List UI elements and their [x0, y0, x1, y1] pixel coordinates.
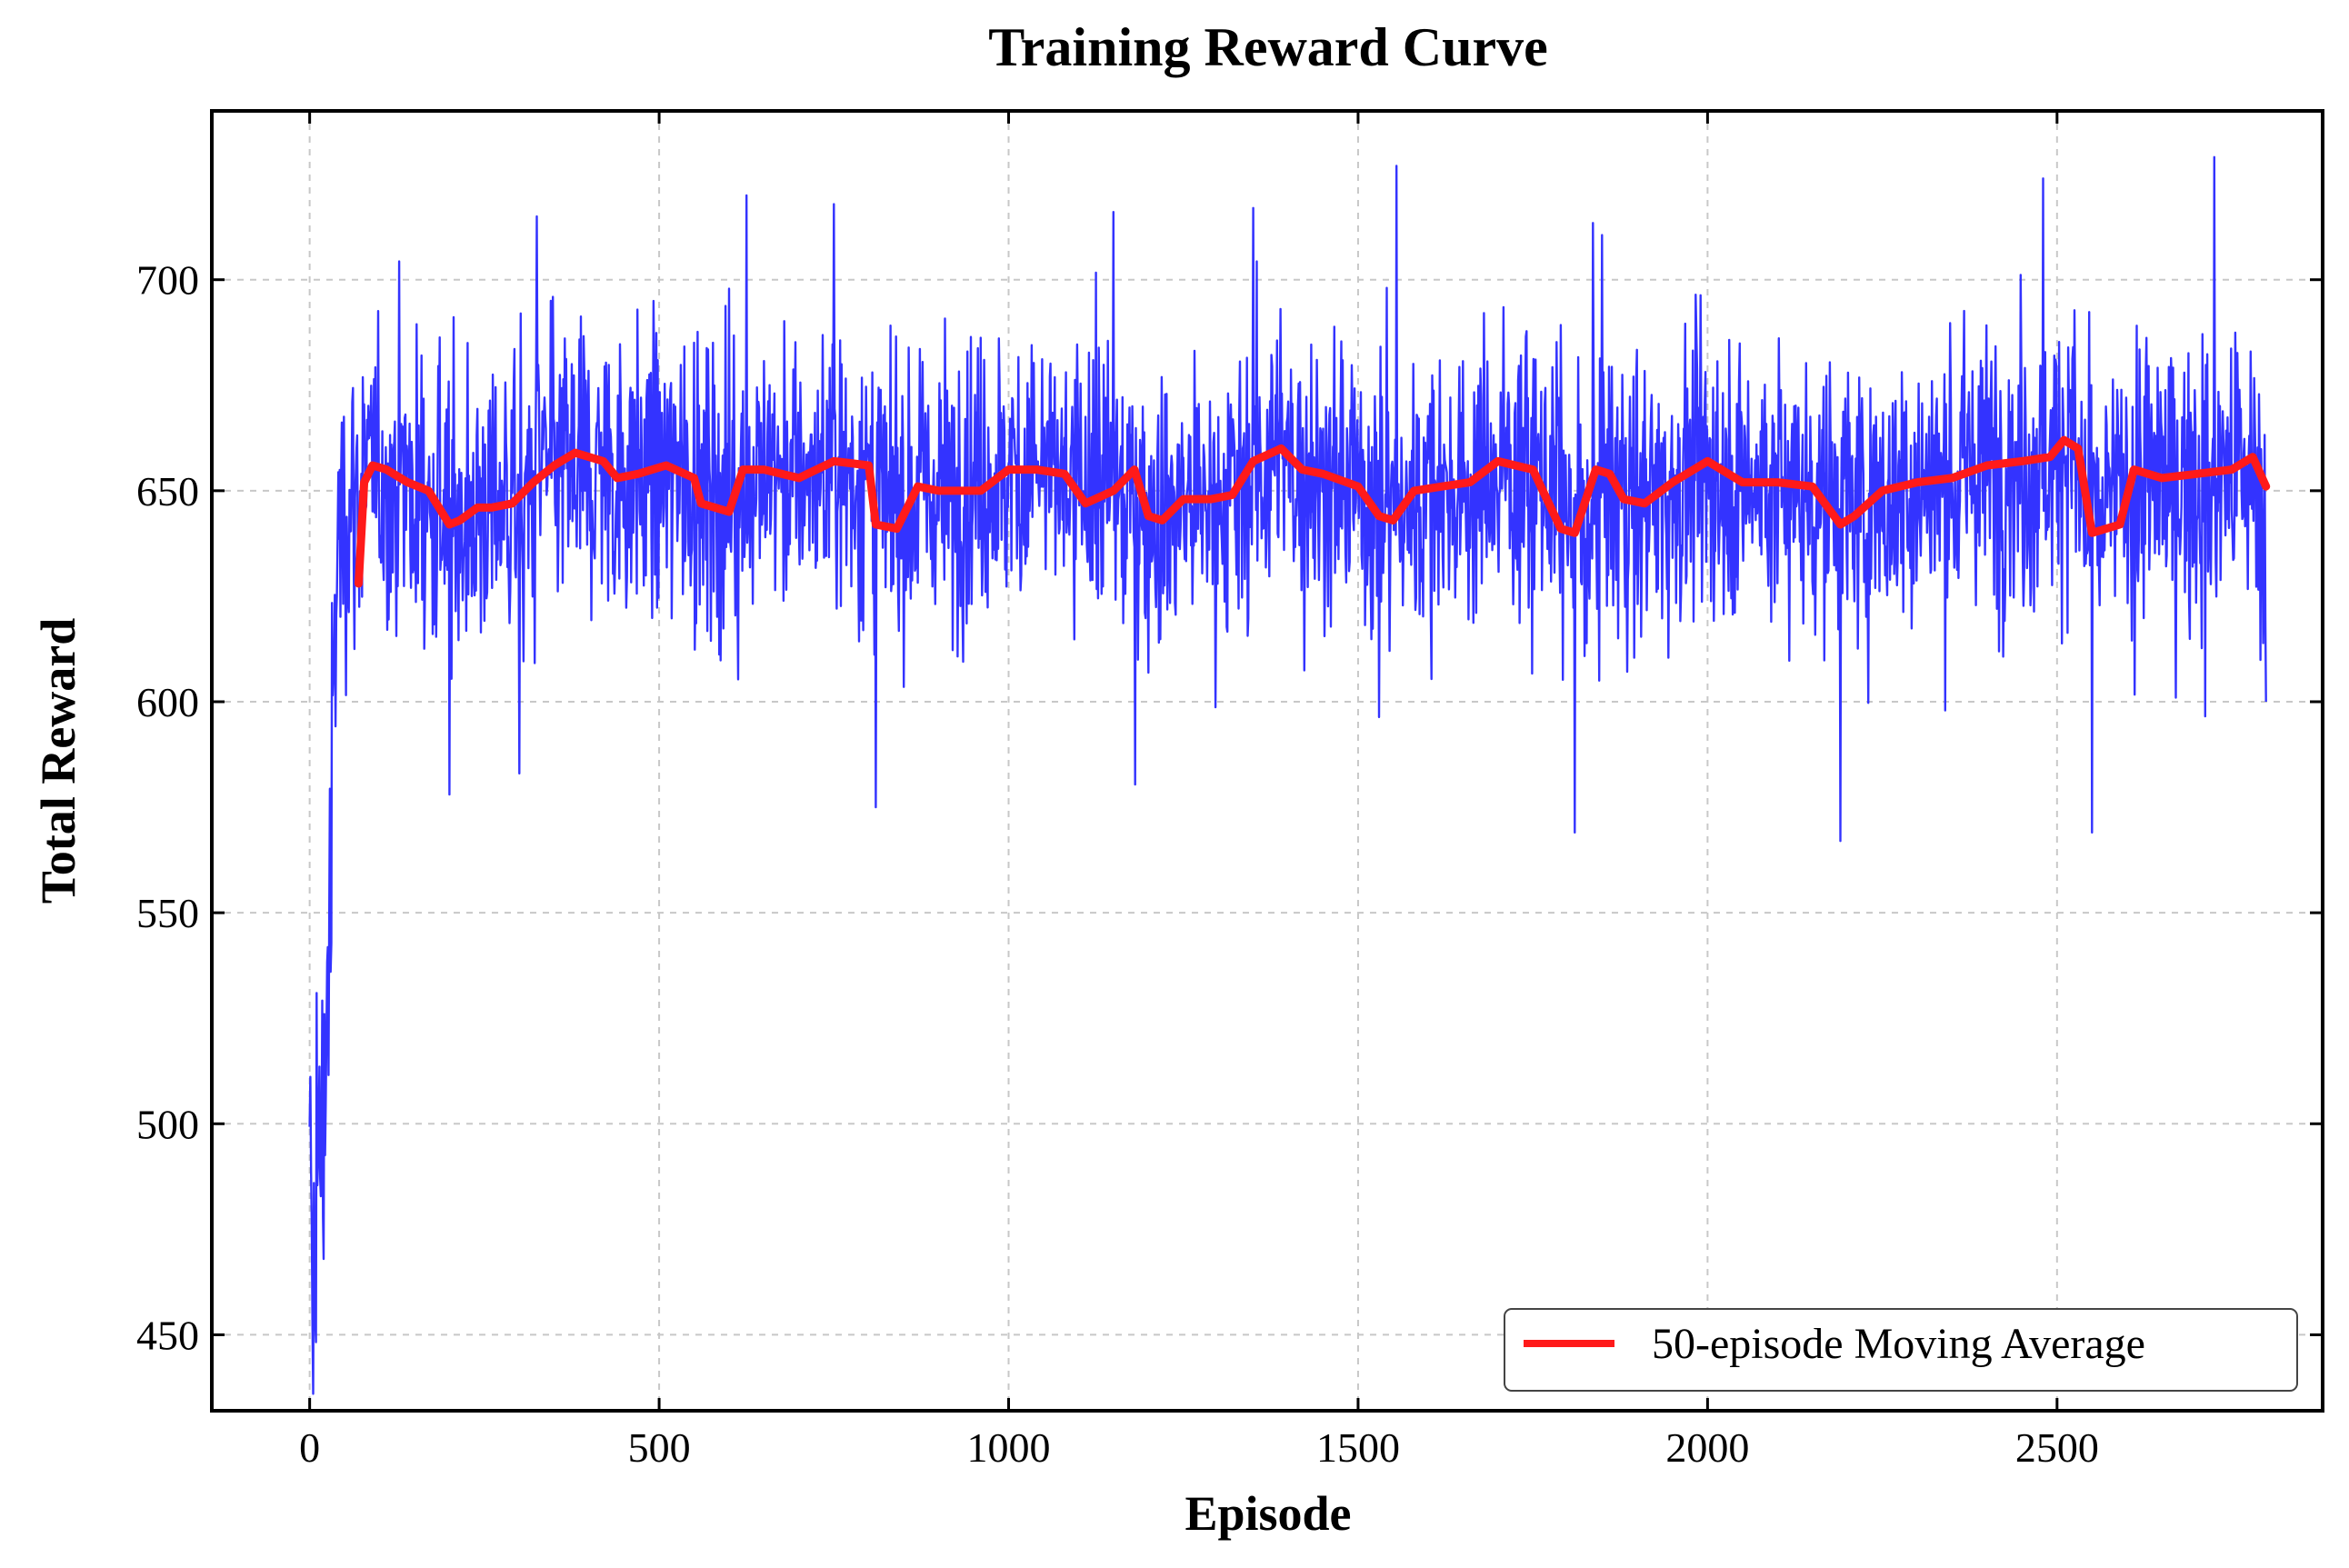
y-tick-label: 450 [136, 1312, 199, 1358]
x-tick-label: 2000 [1665, 1424, 1749, 1471]
series-raw-reward-line [308, 155, 2267, 1395]
y-tick-label: 700 [136, 257, 199, 304]
plot-area [308, 155, 2271, 1395]
x-tick-label: 500 [628, 1424, 691, 1471]
legend: 50-episode Moving Average [1504, 1308, 2298, 1392]
y-tick-label: 650 [136, 468, 199, 514]
x-tick-label: 1500 [1316, 1424, 1400, 1471]
plot-frame [210, 109, 2324, 1413]
y-tick-label: 600 [136, 679, 199, 725]
grid-layer [212, 111, 2323, 1411]
legend-box [1504, 1308, 2298, 1392]
chart-title: Training Reward Curve [988, 17, 1548, 77]
series-moving-average-line [355, 435, 2271, 588]
y-axis-label: Total Reward [31, 618, 85, 904]
x-tick-label: 2500 [2015, 1424, 2099, 1471]
x-tick-label: 0 [299, 1424, 320, 1471]
x-axis-label: Episode [1184, 1486, 1351, 1541]
y-tick-label: 500 [136, 1101, 199, 1147]
tick-layer: 0 500 1000 1500 2000 2500 450 500 550 600 650 700 [136, 111, 2323, 1471]
legend-label-moving-average: 50-episode Moving Average [1652, 1320, 2145, 1368]
x-tick-label: 1000 [967, 1424, 1051, 1471]
y-tick-label: 550 [136, 890, 199, 936]
